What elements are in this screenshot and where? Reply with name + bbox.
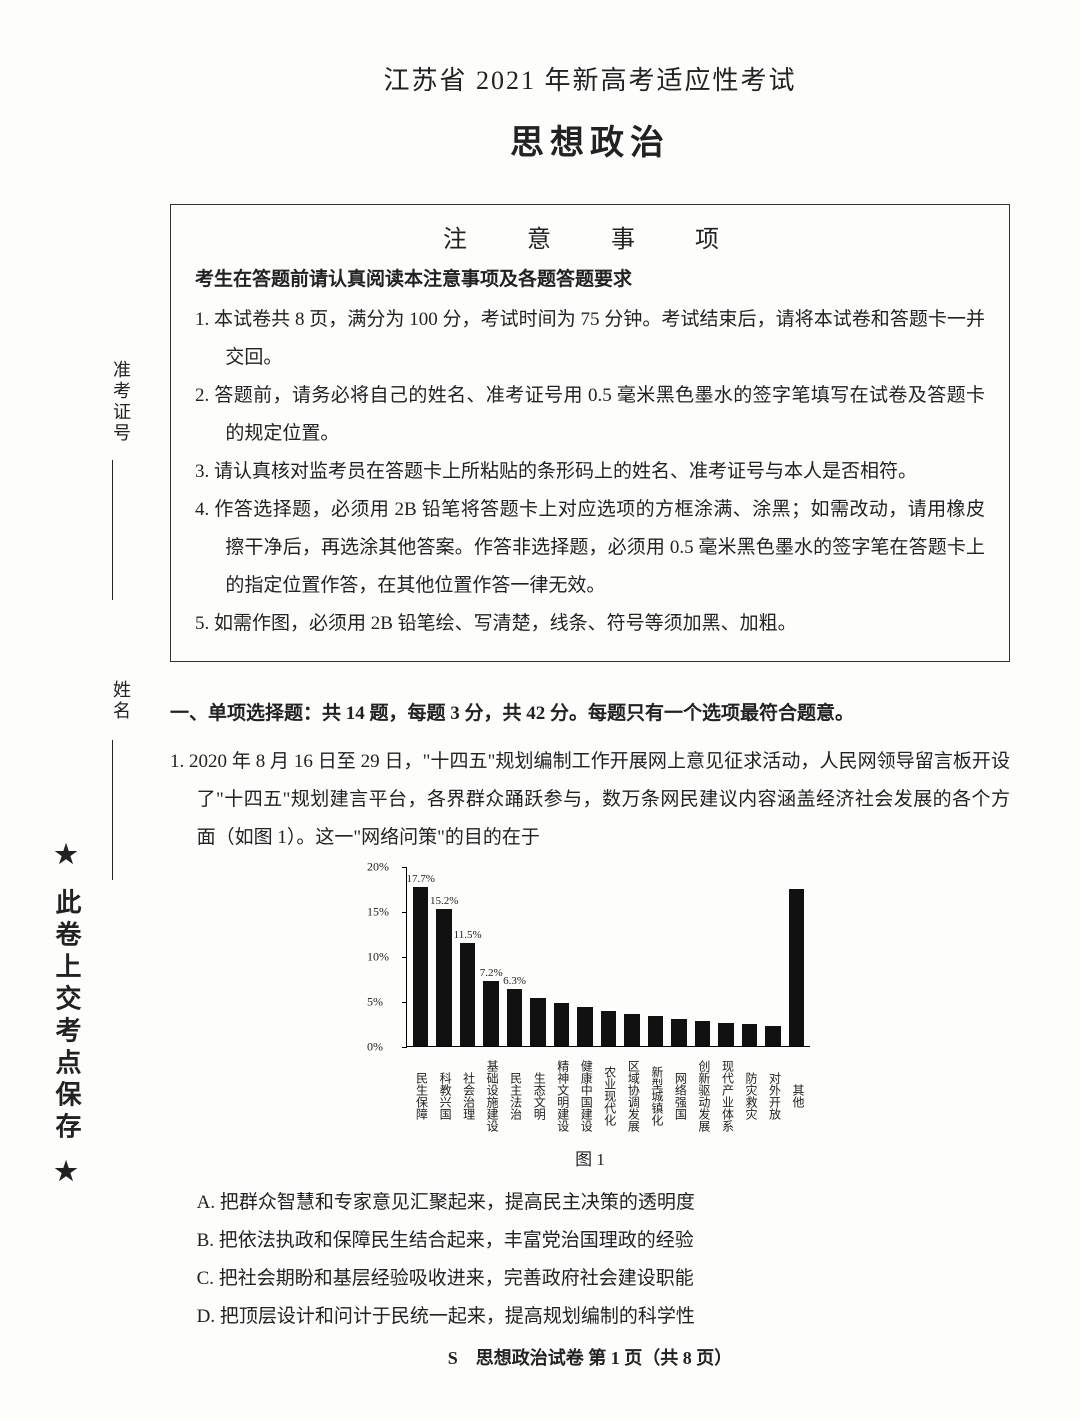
x-axis-label: 区域协调发展 <box>624 1051 640 1141</box>
left-sidebar: 准考证号 姓名 ★ 此卷上交考点保存 ★ <box>48 0 158 1420</box>
bar-value-label: 15.2% <box>430 895 458 907</box>
exam-page: 江苏省 2021 年新高考适应性考试 思想政治 注 意 事 项 考生在答题前请认… <box>0 0 1080 1420</box>
bar-column <box>577 1007 592 1046</box>
bar-column <box>601 1011 616 1046</box>
exam-id-line <box>112 460 113 600</box>
bar-column <box>765 1026 780 1046</box>
notice-box: 注 意 事 项 考生在答题前请认真阅读本注意事项及各题答题要求 1. 本试卷共 … <box>170 204 1010 662</box>
page-footer: S 思想政治试卷 第 1 页（共 8 页） <box>170 1344 1010 1370</box>
notice-subheading: 考生在答题前请认真阅读本注意事项及各题答题要求 <box>195 264 985 291</box>
bar-column: 6.3% <box>507 989 522 1046</box>
bar <box>789 889 804 1047</box>
option-c: C. 把社会期盼和基层经验吸收进来，完善政府社会建设职能 <box>170 1260 1010 1298</box>
option-d: D. 把顶层设计和问计于民统一起来，提高规划编制的科学性 <box>170 1298 1010 1336</box>
bar-column: 7.2% <box>483 981 498 1046</box>
notice-item: 1. 本试卷共 8 页，满分为 100 分，考试时间为 75 分钟。考试结束后，… <box>195 301 985 377</box>
exam-title: 江苏省 2021 年新高考适应性考试 <box>170 60 1010 97</box>
question-1-text: 1. 2020 年 8 月 16 日至 29 日，"十四五"规划编制工作开展网上… <box>170 743 1010 857</box>
x-axis-label: 民主法治 <box>506 1051 522 1141</box>
figure-1: 17.7%15.2%11.5%7.2%6.3% 0%5%10%15%20% 民生… <box>370 867 810 1170</box>
bar <box>695 1021 710 1046</box>
bar-column: 15.2% <box>436 909 451 1046</box>
bar-column <box>789 889 804 1047</box>
bar-column: 17.7% <box>413 887 428 1046</box>
x-axis-label: 生态文明 <box>530 1051 546 1141</box>
bar-column <box>695 1021 710 1046</box>
option-b: B. 把依法执政和保障民生结合起来，丰富党治国理政的经验 <box>170 1222 1010 1260</box>
bar-chart: 17.7%15.2%11.5%7.2%6.3% 0%5%10%15%20% <box>406 867 810 1047</box>
bar-value-label: 17.7% <box>407 873 435 885</box>
exam-id-label: 准考证号 <box>108 360 134 444</box>
name-label: 姓名 <box>108 680 134 722</box>
bar <box>648 1016 663 1046</box>
x-axis-label: 新型城镇化 <box>647 1051 663 1141</box>
bar-value-label: 7.2% <box>480 967 503 979</box>
bar <box>460 943 475 1047</box>
bar <box>436 909 451 1046</box>
x-axis-label: 农业现代化 <box>600 1051 616 1141</box>
x-axis-label: 精神文明建设 <box>553 1051 569 1141</box>
y-axis-label: 5% <box>367 995 383 1010</box>
notice-item: 3. 请认真核对监考员在答题卡上所粘贴的条形码上的姓名、准考证号与本人是否相符。 <box>195 453 985 491</box>
bar <box>718 1023 733 1046</box>
x-axis-label: 防灾救灾 <box>741 1051 757 1141</box>
bar-column <box>718 1023 733 1046</box>
section-header: 一、单项选择题：共 14 题，每题 3 分，共 42 分。每题只有一个选项最符合… <box>170 698 1010 725</box>
notice-item: 2. 答题前，请务必将自己的姓名、准考证号用 0.5 毫米黑色墨水的签字笔填写在… <box>195 377 985 453</box>
x-axis-label: 科教兴国 <box>436 1051 452 1141</box>
x-axis-label: 现代产业体系 <box>718 1051 734 1141</box>
bar <box>530 998 545 1046</box>
x-axis-label: 民生保障 <box>412 1051 428 1141</box>
x-axis-label: 基础设施建设 <box>483 1051 499 1141</box>
y-axis-label: 0% <box>367 1040 383 1055</box>
bar <box>554 1003 569 1046</box>
bar-column <box>530 998 545 1046</box>
figure-caption: 图 1 <box>370 1145 810 1170</box>
bar-value-label: 6.3% <box>503 975 526 987</box>
y-axis-label: 15% <box>367 905 389 920</box>
bar <box>577 1007 592 1046</box>
x-axis-label: 社会治理 <box>459 1051 475 1141</box>
bar <box>507 989 522 1046</box>
bar <box>742 1024 757 1046</box>
bar-column <box>624 1014 639 1046</box>
x-axis-label: 对外开放 <box>765 1051 781 1141</box>
exam-subject: 思想政治 <box>170 115 1010 164</box>
bar <box>765 1026 780 1046</box>
bar-column: 11.5% <box>460 943 475 1047</box>
bar-value-label: 11.5% <box>454 929 482 941</box>
notice-heading: 注 意 事 项 <box>195 219 985 254</box>
bar <box>601 1011 616 1046</box>
bar-column <box>648 1016 663 1046</box>
bar-column <box>554 1003 569 1046</box>
bar <box>671 1019 686 1046</box>
bar-column <box>671 1019 686 1046</box>
bar <box>483 981 498 1046</box>
notice-item: 4. 作答选择题，必须用 2B 铅笔将答题卡上对应选项的方框涂满、涂黑；如需改动… <box>195 491 985 605</box>
bar-column <box>742 1024 757 1046</box>
y-axis-label: 10% <box>367 950 389 965</box>
x-axis-label: 健康中国建设 <box>577 1051 593 1141</box>
x-axis-label: 网络强国 <box>671 1051 687 1141</box>
bar <box>624 1014 639 1046</box>
y-axis-label: 20% <box>367 860 389 875</box>
x-axis-label: 其他 <box>789 1051 805 1141</box>
bar <box>413 887 428 1046</box>
x-axis-label: 创新驱动发展 <box>694 1051 710 1141</box>
option-a: A. 把群众智慧和专家意见汇聚起来，提高民主决策的透明度 <box>170 1184 1010 1222</box>
notice-item: 5. 如需作图，必须用 2B 铅笔绘、写清楚，线条、符号等须加黑、加粗。 <box>195 605 985 643</box>
name-line <box>112 740 113 880</box>
keep-notice: ★ 此卷上交考点保存 ★ <box>48 840 85 1193</box>
